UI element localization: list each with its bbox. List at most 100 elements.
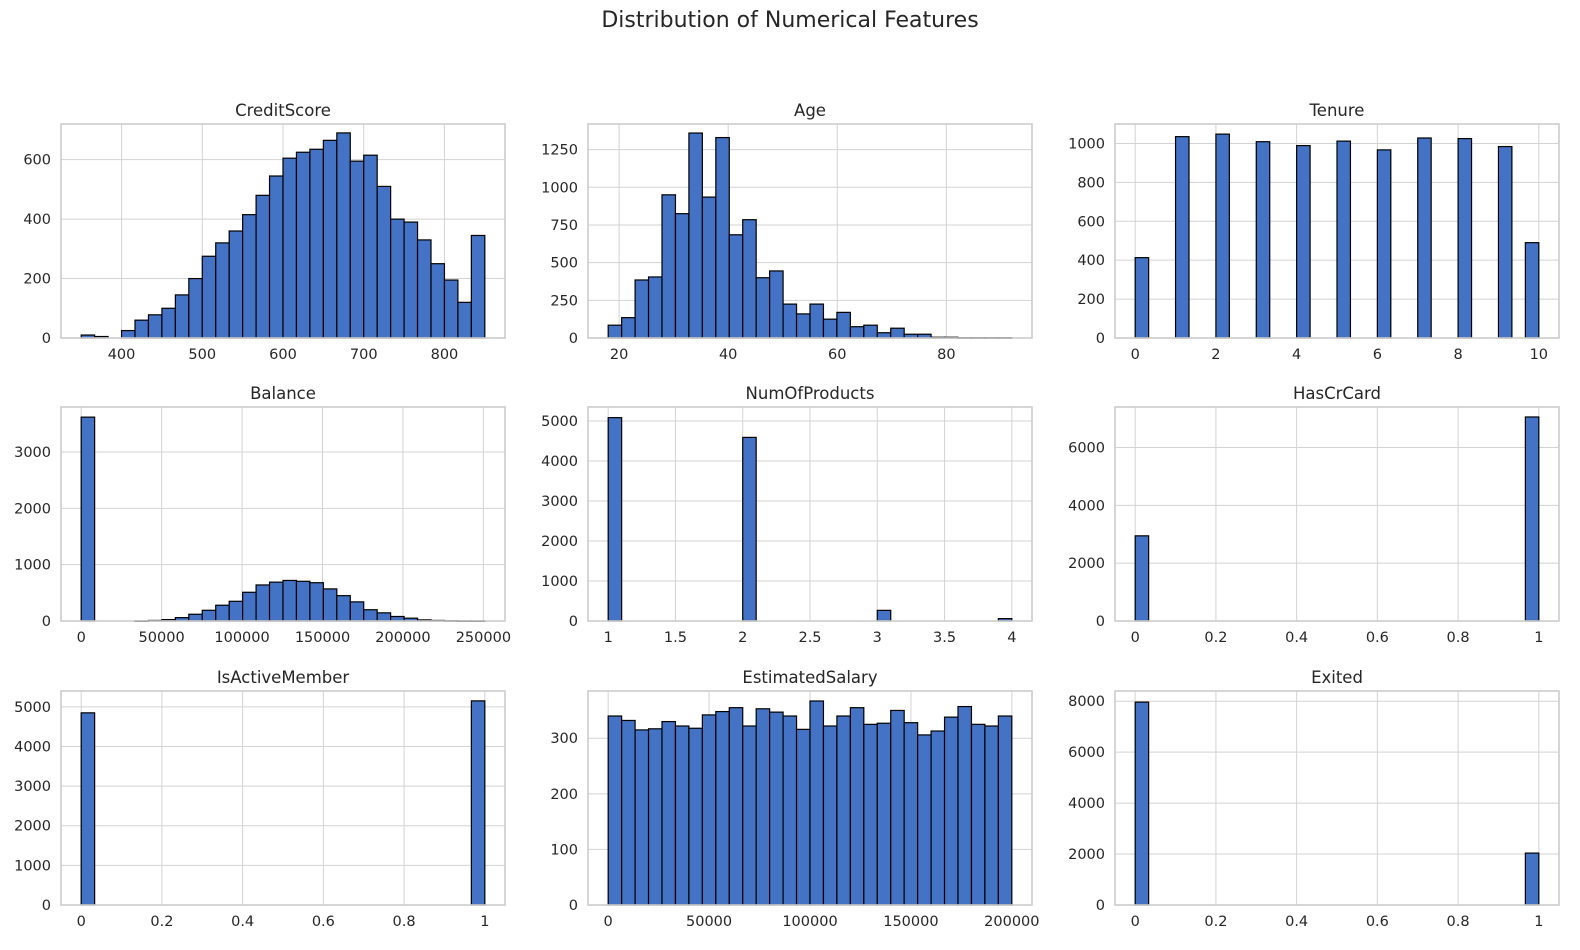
panel-title-tenure: Tenure: [1309, 101, 1365, 120]
panel-title-estimatedsalary: EstimatedSalary: [742, 668, 877, 687]
x-tick-label: 700: [350, 347, 378, 363]
y-tick-label: 2000: [14, 819, 51, 835]
histogram-bar: [876, 609, 892, 622]
histogram-bar: [782, 303, 798, 339]
x-tick-label: 40: [719, 347, 737, 363]
y-tick-label: 2000: [1068, 556, 1105, 572]
plot-frame: [1114, 406, 1560, 622]
y-tick-label: 800: [1077, 175, 1105, 191]
histogram-bar: [715, 136, 730, 339]
histogram-bar: [701, 196, 717, 339]
x-tick-label: 0.6: [1366, 914, 1389, 930]
y-tick-label: 1000: [14, 858, 51, 874]
y-tick-label: 2000: [1068, 847, 1105, 863]
histogram-bar: [390, 218, 405, 339]
y-tick-label: 4000: [541, 454, 578, 470]
panel-hascrcard: HasCrCard 0 0.2 0.4 0.6 0.8 1 0 2000 4000 6000: [1068, 384, 1560, 646]
histogram-bar: [607, 715, 623, 906]
histogram-bar: [836, 715, 851, 906]
x-tick-label: 150000: [295, 630, 350, 646]
histogram-bar: [1134, 535, 1150, 622]
x-tick-label: 3: [873, 630, 882, 646]
histogram-bar: [376, 612, 392, 622]
histogram-bar: [728, 234, 744, 339]
y-tick-label: 0: [1096, 898, 1105, 914]
panel-exited: Exited 0 0.2 0.4 0.6 0.8 1 0 2000 4000 6000 8000: [1068, 668, 1560, 930]
x-tick-label: 200000: [375, 630, 430, 646]
histogram-bar: [336, 595, 351, 622]
plot-frame: [1114, 690, 1560, 906]
panel-numofproducts: NumOfProducts 1 1.5 2 2.5 3 3.5 4 0 1000 2000 3000 4…: [541, 384, 1033, 646]
histogram-bar: [215, 604, 230, 622]
y-tick-label: 0: [42, 614, 51, 630]
histogram-bar: [120, 329, 136, 339]
y-tick-label: 4000: [14, 739, 51, 755]
histogram-bar: [742, 219, 757, 339]
x-tick-label: 0: [1131, 347, 1140, 363]
histogram-bar: [688, 132, 703, 339]
histogram-bar: [1134, 701, 1150, 906]
y-tick-label: 600: [1077, 214, 1105, 230]
y-tick-label: 200: [550, 787, 578, 803]
y-tick-label: 3000: [14, 779, 51, 795]
histogram-bar: [147, 314, 163, 339]
histogram-bar: [1497, 145, 1513, 339]
histogram-bar: [228, 230, 244, 339]
x-tick-label: 2: [738, 630, 747, 646]
histogram-bar: [470, 700, 486, 906]
histogram-bar: [1255, 141, 1271, 339]
histogram-bar: [295, 151, 311, 339]
x-tick-label: 10: [1530, 347, 1548, 363]
histogram-bar: [282, 157, 298, 339]
histogram-bar: [322, 139, 338, 339]
histogram-bar: [416, 239, 432, 339]
x-tick-label: 250000: [456, 630, 511, 646]
y-tick-label: 200: [1077, 292, 1105, 308]
y-tick-label: 0: [1096, 614, 1105, 630]
histogram-bar: [930, 730, 946, 906]
histogram-bar: [1336, 140, 1352, 339]
y-tick-label: 0: [42, 898, 51, 914]
histogram-bar: [943, 716, 959, 906]
histogram-bar: [728, 707, 744, 906]
x-tick-label: 0.6: [1366, 630, 1389, 646]
histogram-bar: [661, 194, 677, 339]
plot-frame: [60, 406, 506, 622]
x-tick-label: 1: [1534, 914, 1543, 930]
x-tick-label: 2.5: [798, 630, 821, 646]
x-tick-label: 4: [1292, 347, 1301, 363]
y-tick-label: 200: [23, 272, 51, 288]
y-tick-label: 300: [550, 731, 578, 747]
histogram-bar: [957, 705, 973, 906]
y-tick-label: 0: [1096, 331, 1105, 347]
y-tick-label: 750: [550, 218, 578, 234]
x-tick-label: 2: [1211, 347, 1220, 363]
histogram-bar: [363, 154, 378, 339]
panel-creditscore: CreditScore 400 500 600 700 800 0 200 400 600: [23, 101, 506, 363]
plot-frame: [1114, 123, 1560, 339]
panel-balance: Balance 0 50000 100000 150000 200000 250000 0 10…: [14, 384, 511, 646]
histogram-bar: [701, 714, 717, 906]
y-tick-label: 3000: [541, 494, 578, 510]
histogram-bar: [809, 303, 825, 339]
histogram-bar: [322, 588, 338, 622]
histogram-bar: [795, 313, 811, 339]
x-tick-label: 0.2: [1204, 630, 1227, 646]
y-tick-label: 400: [23, 212, 51, 228]
histogram-bar: [621, 719, 636, 906]
histogram-bar: [984, 725, 999, 906]
y-tick-label: 250: [550, 293, 578, 309]
histogram-bar: [863, 324, 878, 339]
x-tick-label: 0.6: [312, 914, 335, 930]
histogram-bar: [349, 601, 365, 622]
histogram-bar: [755, 708, 771, 906]
x-tick-label: 0: [1131, 630, 1140, 646]
panel-age: Age 20 40 60 80 0 250 500 750 1000 1250: [541, 101, 1033, 363]
x-tick-label: 0: [77, 914, 86, 930]
histogram-bar: [255, 194, 271, 339]
histogram-bar: [661, 720, 677, 906]
panel-tenure: Tenure 0 2 4 6 8 10 0 200 400 600 800 1000: [1068, 101, 1560, 363]
plot-frame: [60, 690, 506, 906]
y-tick-label: 1000: [541, 180, 578, 196]
